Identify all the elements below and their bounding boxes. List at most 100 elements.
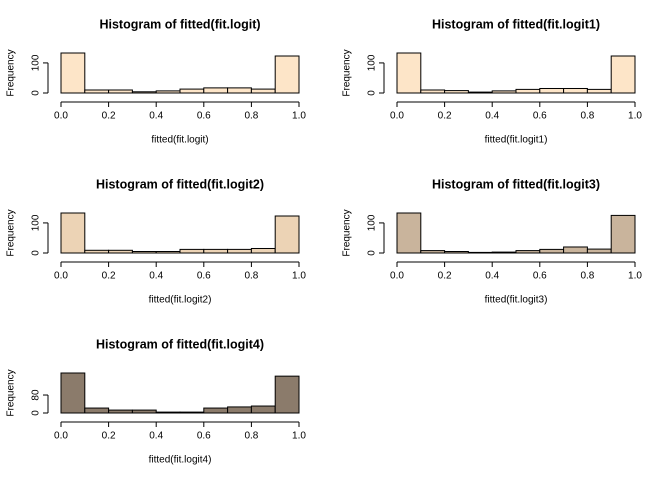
x-tick-label: 0.8 [580,111,594,122]
bar [227,406,252,414]
y-axis-label: Frequency [342,49,353,96]
bar [515,250,541,254]
y-tick-label: 0 [31,90,42,96]
bar [396,52,422,94]
x-tick-label: 0.6 [533,271,547,282]
y-axis-label: Frequency [6,49,17,96]
y-tick-label: 100 [31,54,42,71]
bar [610,55,636,94]
bar [155,90,181,94]
histogram-panel: Histogram of fitted(fit.logit1) 0.0 0.2 0.4… [342,17,643,145]
x-tick-label: 0.8 [244,431,258,442]
bar [60,212,86,254]
x-tick-label: 0.2 [438,271,452,282]
x-tick-label: 0.4 [149,111,163,122]
x-tick-label: 0.2 [102,111,116,122]
bar [155,411,181,414]
bar [467,251,493,254]
bar [227,248,252,254]
y-tick-label: 0 [367,90,378,96]
bar [586,88,612,94]
bar [179,248,205,254]
bar [491,90,517,94]
y-tick-label: 100 [367,214,378,231]
x-tick-label: 0.4 [485,111,499,122]
bar [420,250,446,254]
bar [131,409,157,414]
bar [227,87,252,94]
panel-title: Histogram of fitted(fit.logit2) [96,177,264,191]
x-tick-label: 0.6 [197,271,211,282]
bar [60,52,86,94]
histogram-panel: Histogram of fitted(fit.logit3) 0.0 0.2 0.4… [342,177,643,305]
x-tick-label: 0.0 [54,271,68,282]
x-tick-label: 1.0 [628,111,642,122]
bar [274,215,300,254]
y-axis-label: Frequency [6,209,17,256]
panel-title: Histogram of fitted(fit.logit1) [432,17,600,31]
histogram-panel: Histogram of fitted(fit.logit) 0.0 0.2 0.4 0… [6,17,307,145]
x-tick-label: 0.0 [390,111,404,122]
x-tick-label: 0.4 [149,271,163,282]
bar [108,89,133,94]
y-axis-label: Frequency [342,209,353,256]
x-tick-label: 0.8 [244,271,258,282]
x-tick-label: 0.4 [149,431,163,442]
x-tick-label: 0.8 [580,271,594,282]
bar [84,249,110,254]
bar [274,375,300,414]
bar [491,251,517,254]
bar [250,247,276,254]
bar [444,250,469,254]
x-tick-label: 1.0 [628,271,642,282]
bar [179,411,205,414]
x-tick-label: 0.2 [102,431,116,442]
x-tick-label: 1.0 [292,111,306,122]
x-tick-label: 1.0 [292,271,306,282]
bar [444,90,469,94]
bar [108,249,133,254]
bar [467,91,493,94]
bar [108,409,133,414]
y-tick-label: 0 [367,250,378,256]
x-tick-label: 0.8 [244,111,258,122]
x-tick-label: 0.4 [485,271,499,282]
x-tick-label: 0.6 [533,111,547,122]
y-tick-label: 100 [31,214,42,231]
bar [420,89,446,94]
x-tick-label: 0.0 [390,271,404,282]
bar [586,248,612,254]
bar [60,372,86,414]
x-axis-label: fitted(fit.logit4) [149,455,212,466]
bar [131,91,157,94]
bar [539,87,565,94]
x-axis-label: fitted(fit.logit2) [149,295,212,306]
y-axis-label: Frequency [6,369,17,416]
bar [274,55,300,94]
x-axis-label: fitted(fit.logit1) [485,135,548,146]
y-tick-label: 0 [31,250,42,256]
panel-title: Histogram of fitted(fit.logit) [99,17,260,31]
bar [250,88,276,94]
bar [84,89,110,94]
x-tick-label: 0.6 [197,111,211,122]
bar [396,212,422,254]
histogram-panel: Histogram of fitted(fit.logit2) 0.0 0.2 0.4… [6,177,307,305]
bar [203,407,229,414]
histogram-panel: Histogram of fitted(fit.logit4) 0.0 0.2 0.4… [6,337,307,465]
x-tick-label: 0.0 [54,431,68,442]
panel-title: Histogram of fitted(fit.logit3) [432,177,600,191]
bar [250,405,276,414]
x-tick-label: 0.2 [438,111,452,122]
bar [539,248,565,254]
y-tick-label: 0 [31,410,42,416]
x-axis-label: fitted(fit.logit3) [485,295,548,306]
x-tick-label: 0.0 [54,111,68,122]
bar [203,248,229,254]
x-tick-label: 0.2 [102,271,116,282]
x-tick-label: 0.6 [197,431,211,442]
bar [563,246,588,254]
bar [515,88,541,94]
bar [155,250,181,254]
